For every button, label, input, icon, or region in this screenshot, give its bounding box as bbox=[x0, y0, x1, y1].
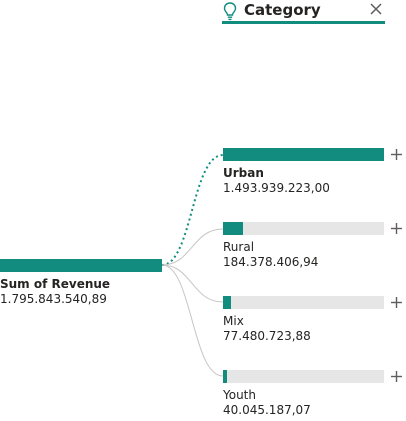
connector-youth bbox=[161, 264, 224, 377]
node-value: 77.480.723,88 bbox=[223, 329, 311, 343]
expand-plus-icon[interactable] bbox=[390, 222, 403, 235]
node-value: 184.378.406,94 bbox=[223, 255, 319, 269]
expand-plus-icon[interactable] bbox=[390, 148, 403, 161]
node-label: Youth bbox=[223, 388, 256, 402]
node-bar-track bbox=[223, 222, 384, 235]
header-underline bbox=[222, 21, 385, 24]
expand-plus-icon[interactable] bbox=[390, 296, 403, 309]
node-rural[interactable]: Rural 184.378.406,94 bbox=[223, 222, 384, 270]
connector-urban bbox=[161, 154, 224, 266]
node-bar-fill bbox=[223, 296, 232, 309]
root-node[interactable]: Sum of Revenue 1.795.843.540,89 bbox=[0, 259, 162, 307]
node-bar-fill bbox=[223, 370, 228, 383]
node-value: 1.493.939.223,00 bbox=[223, 181, 330, 195]
root-bar bbox=[0, 259, 162, 272]
node-bar-fill bbox=[223, 148, 384, 161]
node-value: 40.045.187,07 bbox=[223, 403, 311, 417]
close-icon[interactable] bbox=[369, 2, 383, 16]
level-header: Category bbox=[222, 0, 385, 24]
node-label: Rural bbox=[223, 240, 255, 254]
root-value: 1.795.843.540,89 bbox=[0, 292, 107, 306]
node-label: Urban bbox=[223, 166, 264, 180]
node-bar-track bbox=[223, 370, 384, 383]
node-bar-fill bbox=[223, 222, 243, 235]
node-mix[interactable]: Mix 77.480.723,88 bbox=[223, 296, 384, 344]
node-youth[interactable]: Youth 40.045.187,07 bbox=[223, 370, 384, 418]
connector-mix bbox=[161, 264, 224, 303]
node-bar-track bbox=[223, 296, 384, 309]
node-urban[interactable]: Urban 1.493.939.223,00 bbox=[223, 148, 384, 196]
root-label: Sum of Revenue bbox=[0, 277, 111, 291]
connector-rural bbox=[161, 228, 224, 266]
expand-plus-icon[interactable] bbox=[390, 370, 403, 383]
level-title[interactable]: Category bbox=[244, 1, 321, 19]
lightbulb-icon[interactable] bbox=[222, 1, 238, 21]
node-bar-track bbox=[223, 148, 384, 161]
node-label: Mix bbox=[223, 314, 244, 328]
